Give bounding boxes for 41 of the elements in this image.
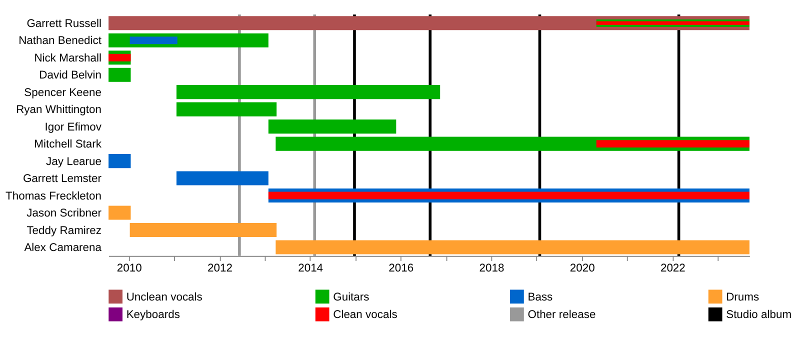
y-tick-label: Mitchell Stark (34, 138, 102, 151)
x-tick-label: 2018 (479, 262, 504, 274)
legend-label: Other release (528, 309, 596, 322)
y-tick-label: Spencer Keene (24, 86, 102, 99)
legend-label: Drums (726, 291, 760, 304)
y-tick-label: David Belvin (39, 70, 102, 82)
bar (108, 68, 131, 82)
legend-label: Guitars (333, 291, 370, 304)
y-tick-label: Igor Efimov (44, 121, 102, 134)
bar (276, 240, 750, 254)
x-tick-label: 2010 (116, 262, 142, 274)
y-tick-label: Ryan Whittington (16, 104, 102, 116)
bar (108, 54, 131, 62)
y-tick-label: Garrett Lemster (22, 173, 102, 186)
x-tick-label: 2016 (388, 262, 414, 274)
x-tick-label: 2020 (570, 262, 595, 274)
bar (130, 223, 277, 238)
y-tick-label: Garrett Russell (26, 18, 102, 30)
legend-label: Unclean vocals (126, 291, 203, 304)
y-tick-label: Jason Scribner (26, 208, 102, 220)
y-tick-label: Jay Learue (46, 156, 102, 168)
bar (176, 85, 440, 100)
y-tick-label: Alex Camarena (24, 242, 102, 254)
y-tick-label: Nick Marshall (34, 52, 102, 64)
bar (268, 120, 396, 134)
bar (268, 192, 750, 200)
y-tick-label: Teddy Ramirez (26, 224, 102, 237)
bar (176, 102, 277, 116)
legend-label: Clean vocals (333, 309, 398, 322)
x-tick-label: 2012 (207, 262, 232, 274)
y-tick-label: Nathan Benedict (18, 35, 102, 48)
x-tick-label: 2014 (298, 262, 324, 274)
legend-label: Bass (528, 291, 554, 304)
legend-label: Keyboards (126, 309, 180, 322)
y-tick-label: Thomas Freckleton (5, 190, 102, 202)
legend-label: Studio album (726, 309, 792, 322)
bar (176, 171, 268, 186)
bar (596, 140, 750, 148)
bar (108, 206, 131, 220)
x-tick-label: 2022 (660, 262, 686, 274)
bar (108, 154, 131, 168)
